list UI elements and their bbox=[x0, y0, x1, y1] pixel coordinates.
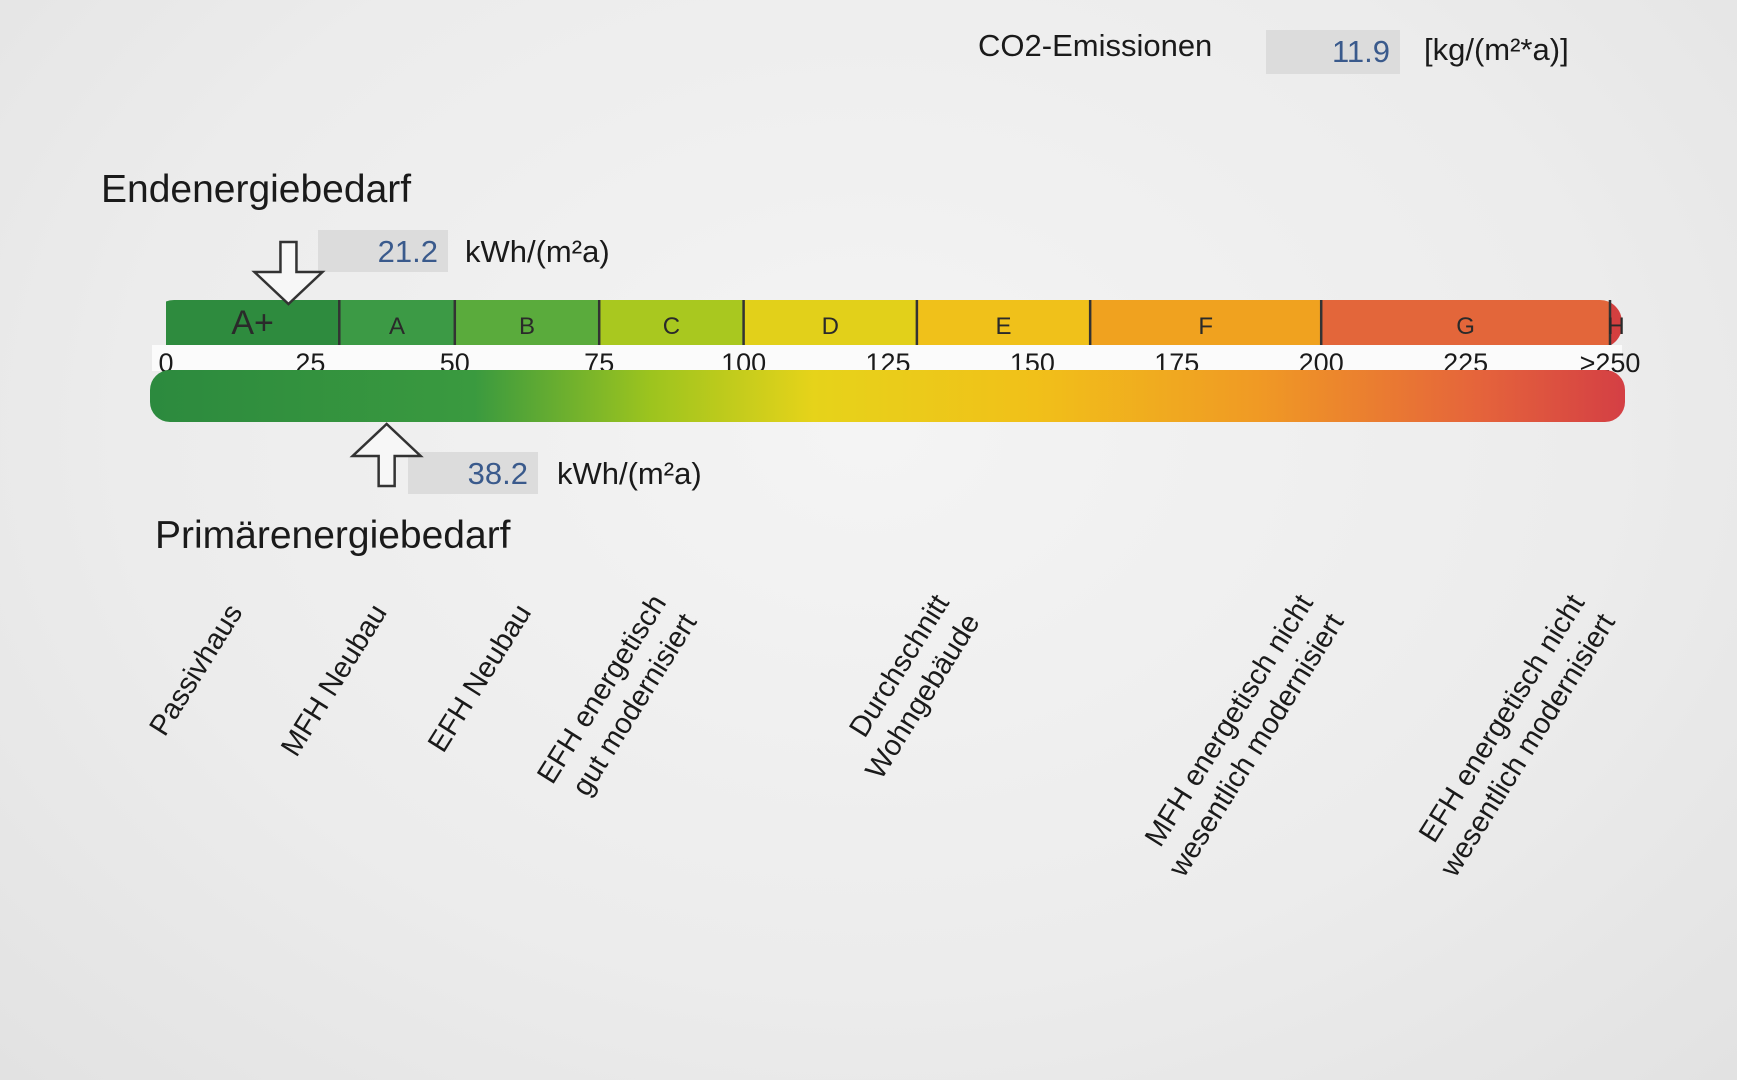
primaerenergie-label: Primärenergiebedarf bbox=[155, 514, 511, 557]
class-label: C bbox=[663, 313, 680, 340]
class-segment-d bbox=[743, 300, 917, 348]
class-label: A+ bbox=[231, 304, 274, 342]
class-segment-b bbox=[454, 300, 600, 348]
class-label: G bbox=[1456, 313, 1475, 340]
reference-label: EFH energetisch nichtwesentlich modernis… bbox=[1403, 589, 1622, 883]
co2-unit: [kg/(m²*a)] bbox=[1424, 32, 1569, 67]
reference-label-line: Passivhaus bbox=[144, 599, 250, 742]
reference-label: Passivhaus bbox=[144, 599, 250, 742]
endenergie-value: 21.2 bbox=[318, 230, 448, 272]
endenergie-unit: kWh/(m²a) bbox=[465, 234, 610, 269]
reference-label: DurchschnittWohngebäude bbox=[829, 589, 986, 785]
primaerenergie-bar bbox=[150, 370, 1625, 422]
class-label: H bbox=[1607, 313, 1624, 340]
class-segment-g bbox=[1321, 300, 1610, 348]
co2-label: CO2-Emissionen bbox=[978, 28, 1213, 63]
class-segment-c bbox=[599, 300, 744, 348]
reference-label: EFH energetischgut modernisiert bbox=[531, 589, 703, 808]
class-label: D bbox=[822, 313, 839, 340]
reference-label: MFH Neubau bbox=[275, 599, 394, 762]
reference-label: EFH Neubau bbox=[422, 599, 538, 758]
class-segment-f bbox=[1090, 300, 1322, 348]
class-label: F bbox=[1198, 313, 1213, 340]
class-label: A bbox=[389, 313, 405, 340]
endenergie-label: Endenergiebedarf bbox=[101, 168, 412, 211]
endenergie-marker-arrow bbox=[251, 240, 326, 306]
primaerenergie-gradient-bar bbox=[150, 370, 1625, 422]
reference-label-line: EFH Neubau bbox=[422, 599, 538, 758]
class-segment-a bbox=[339, 300, 455, 348]
value-markers bbox=[251, 240, 424, 488]
co2-value: 11.9 bbox=[1266, 30, 1400, 74]
primaerenergie-marker-arrow bbox=[349, 422, 424, 488]
primaerenergie-unit: kWh/(m²a) bbox=[557, 456, 702, 491]
reference-label: MFH energetisch nichtwesentlich modernis… bbox=[1132, 589, 1351, 883]
class-segment-h bbox=[1610, 300, 1622, 348]
reference-label-line: MFH Neubau bbox=[275, 599, 394, 762]
class-segment-aplus bbox=[166, 300, 340, 348]
primaerenergie-value: 38.2 bbox=[408, 452, 538, 494]
endenergie-class-bar: A+ A B C D E F G H bbox=[152, 300, 1625, 371]
scale-strip bbox=[152, 345, 1622, 371]
class-segment-e bbox=[916, 300, 1091, 348]
class-label: E bbox=[996, 313, 1012, 340]
class-label: B bbox=[519, 313, 535, 340]
